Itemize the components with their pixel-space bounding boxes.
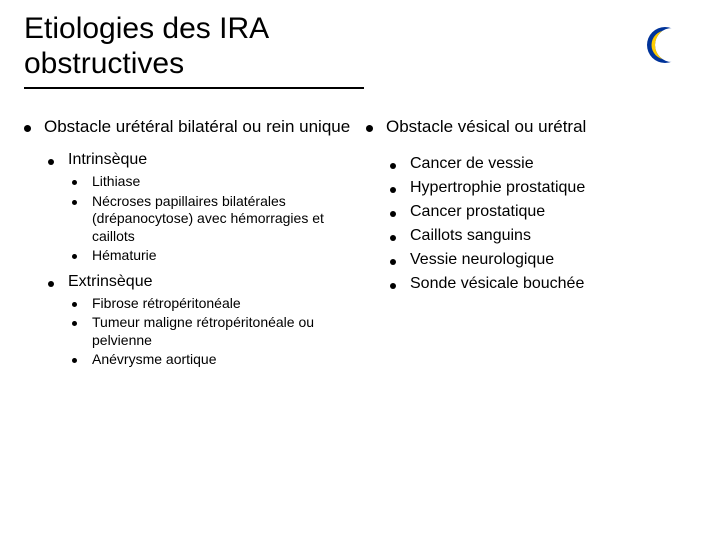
list-item: Vessie neurologique bbox=[390, 251, 696, 269]
moon-icon bbox=[644, 24, 686, 66]
content-columns: Obstacle urétéral bilatéral ou rein uniq… bbox=[24, 117, 696, 371]
right-heading: Obstacle vésical ou urétral bbox=[366, 117, 696, 137]
list-item: Cancer de vessie bbox=[390, 155, 696, 173]
subgroup-heading: Extrinsèque bbox=[48, 273, 354, 291]
list-item: Hypertrophie prostatique bbox=[390, 179, 696, 197]
subgroup-heading: Intrinsèque bbox=[48, 151, 354, 169]
list-item: Sonde vésicale bouchée bbox=[390, 275, 696, 293]
list-item: Tumeur maligne rétropéritonéale ou pelvi… bbox=[72, 314, 354, 349]
left-heading: Obstacle urétéral bilatéral ou rein uniq… bbox=[24, 117, 354, 137]
left-column: Obstacle urétéral bilatéral ou rein uniq… bbox=[24, 117, 354, 371]
left-heading-text: Obstacle urétéral bilatéral ou rein uniq… bbox=[44, 117, 350, 136]
subgroup-label: Extrinsèque bbox=[68, 273, 153, 290]
list-item: Caillots sanguins bbox=[390, 227, 696, 245]
subgroup-label: Intrinsèque bbox=[68, 151, 147, 168]
slide: Etiologies des IRA obstructives Obstacle… bbox=[0, 0, 720, 371]
slide-title: Etiologies des IRA obstructives bbox=[24, 12, 364, 89]
list-item: Lithiase bbox=[72, 173, 354, 191]
right-heading-text: Obstacle vésical ou urétral bbox=[386, 117, 586, 136]
list-item: Anévrysme aortique bbox=[72, 351, 354, 369]
list-item: Fibrose rétropéritonéale bbox=[72, 295, 354, 313]
list-item: Cancer prostatique bbox=[390, 203, 696, 221]
list-item: Nécroses papillaires bilatérales (drépan… bbox=[72, 193, 354, 246]
right-column: Obstacle vésical ou urétral Cancer de ve… bbox=[366, 117, 696, 371]
list-item: Hématurie bbox=[72, 247, 354, 265]
